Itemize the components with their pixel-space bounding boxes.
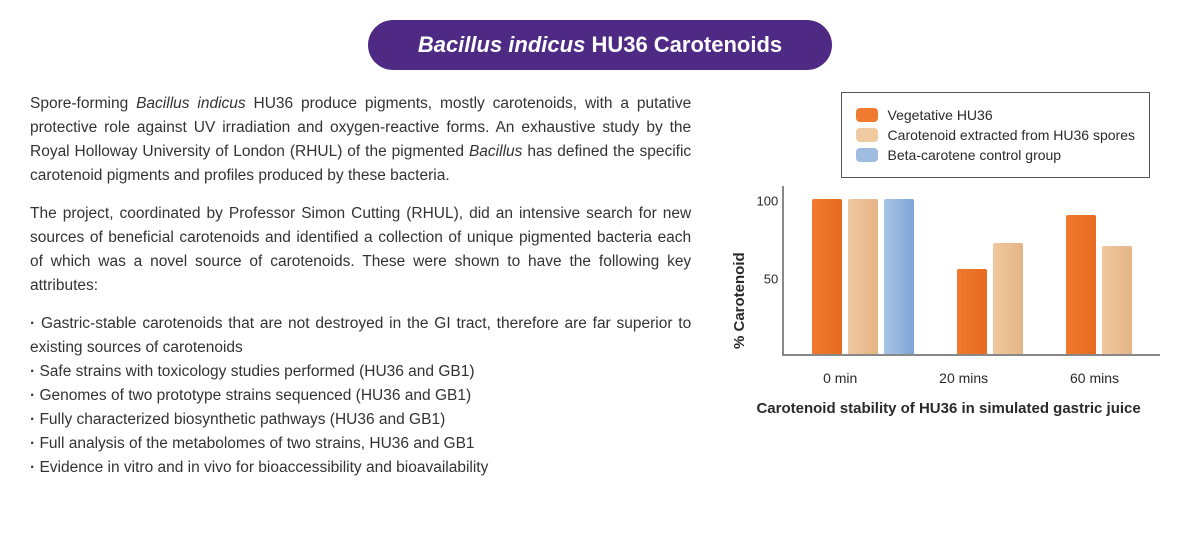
title-rest: HU36 Carotenoids [585, 32, 782, 57]
xtick-label: 0 min [823, 370, 857, 386]
bar-chart: 100 50 0 min 20 mins 60 mins [748, 186, 1170, 386]
chart-plot [782, 186, 1160, 356]
chart-wrap: % Carotenoid 100 50 0 min 20 mins 60 mins [727, 186, 1170, 386]
chart-caption: Carotenoid stability of HU36 in simulate… [756, 400, 1140, 417]
legend-label: Carotenoid extracted from HU36 spores [888, 127, 1135, 143]
bullet-list: Gastric-stable carotenoids that are not … [30, 312, 691, 480]
chart-legend: Vegetative HU36 Carotenoid extracted fro… [841, 92, 1150, 178]
title-italic: Bacillus indicus [418, 32, 586, 57]
bar [957, 269, 987, 354]
legend-swatch [856, 128, 878, 142]
bar-group [812, 199, 914, 354]
ytick-label: 100 [756, 194, 778, 209]
bar [1102, 246, 1132, 354]
legend-label: Beta-carotene control group [888, 147, 1062, 163]
text-column: Spore-forming Bacillus indicus HU36 prod… [30, 92, 691, 480]
bar [993, 243, 1023, 354]
paragraph-1: Spore-forming Bacillus indicus HU36 prod… [30, 92, 691, 188]
xtick-label: 20 mins [939, 370, 988, 386]
legend-row: Vegetative HU36 [856, 107, 1135, 123]
bullet-item: Safe strains with toxicology studies per… [30, 360, 691, 384]
p1-em1: Bacillus indicus [136, 95, 246, 112]
p1-em2: Bacillus [469, 143, 522, 160]
bar [848, 199, 878, 354]
chart-yticks: 100 50 [748, 186, 782, 356]
paragraph-2: The project, coordinated by Professor Si… [30, 202, 691, 298]
chart-xticks: 0 min 20 mins 60 mins [782, 370, 1160, 386]
bullet-item: Fully characterized biosynthetic pathway… [30, 408, 691, 432]
bullet-item: Genomes of two prototype strains sequenc… [30, 384, 691, 408]
legend-label: Vegetative HU36 [888, 107, 993, 123]
bar-group [957, 243, 1023, 354]
ytick-label: 50 [764, 271, 778, 286]
page-title: Bacillus indicus HU36 Carotenoids [368, 20, 832, 70]
legend-swatch [856, 148, 878, 162]
bar [884, 199, 914, 354]
bullet-item: Gastric-stable carotenoids that are not … [30, 312, 691, 360]
legend-row: Carotenoid extracted from HU36 spores [856, 127, 1135, 143]
bullet-item: Full analysis of the metabolomes of two … [30, 432, 691, 456]
content-row: Spore-forming Bacillus indicus HU36 prod… [30, 92, 1170, 480]
bar [812, 199, 842, 354]
p1-a: Spore-forming [30, 95, 136, 112]
bar-group [1066, 215, 1132, 354]
chart-column: Vegetative HU36 Carotenoid extracted fro… [727, 92, 1170, 480]
legend-swatch [856, 108, 878, 122]
legend-row: Beta-carotene control group [856, 147, 1135, 163]
chart-ylabel: % Carotenoid [727, 186, 748, 386]
bar [1066, 215, 1096, 354]
bullet-item: Evidence in vitro and in vivo for bioacc… [30, 456, 691, 480]
xtick-label: 60 mins [1070, 370, 1119, 386]
